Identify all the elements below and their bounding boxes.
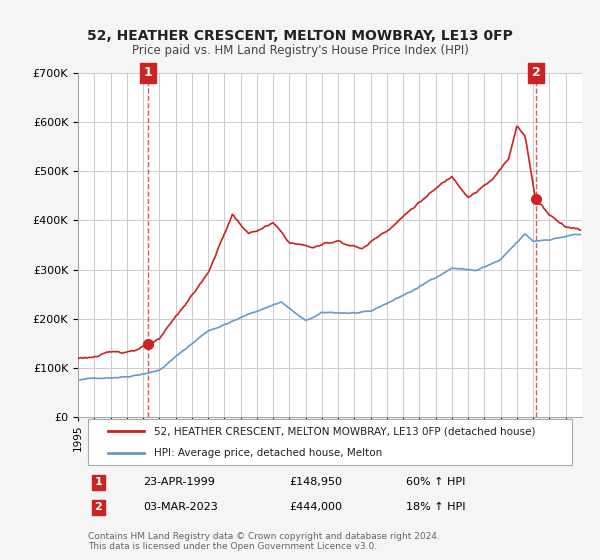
Text: 1: 1 <box>143 66 152 80</box>
Text: 1: 1 <box>94 477 102 487</box>
Text: 2: 2 <box>94 502 102 512</box>
Text: 23-APR-1999: 23-APR-1999 <box>143 477 215 487</box>
Text: 18% ↑ HPI: 18% ↑ HPI <box>406 502 465 512</box>
Text: 52, HEATHER CRESCENT, MELTON MOWBRAY, LE13 0FP (detached house): 52, HEATHER CRESCENT, MELTON MOWBRAY, LE… <box>154 426 535 436</box>
Text: 2: 2 <box>532 66 541 80</box>
Text: HPI: Average price, detached house, Melton: HPI: Average price, detached house, Melt… <box>154 449 382 458</box>
Text: Contains HM Land Registry data © Crown copyright and database right 2024.
This d: Contains HM Land Registry data © Crown c… <box>88 532 440 551</box>
FancyBboxPatch shape <box>88 419 572 465</box>
Text: £148,950: £148,950 <box>290 477 343 487</box>
Text: Price paid vs. HM Land Registry's House Price Index (HPI): Price paid vs. HM Land Registry's House … <box>131 44 469 57</box>
Text: £444,000: £444,000 <box>290 502 343 512</box>
Text: 60% ↑ HPI: 60% ↑ HPI <box>406 477 465 487</box>
Text: 52, HEATHER CRESCENT, MELTON MOWBRAY, LE13 0FP: 52, HEATHER CRESCENT, MELTON MOWBRAY, LE… <box>87 29 513 44</box>
Text: 03-MAR-2023: 03-MAR-2023 <box>143 502 218 512</box>
